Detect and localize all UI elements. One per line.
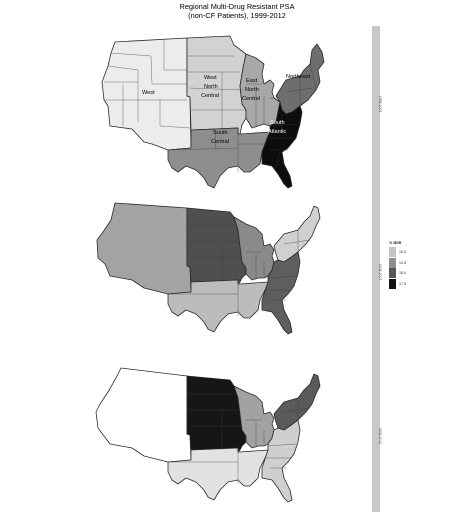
label-sa-2: Atlantic [268, 129, 287, 135]
legend: % MDR 10.0 12.5 15.0 17.5 [389, 241, 406, 289]
legend-swatch [389, 247, 396, 258]
legend-item: 12.5 [389, 257, 406, 269]
facet-strip [372, 26, 380, 512]
label-wnc-1: West [204, 75, 217, 81]
region-west [95, 367, 192, 463]
map-panel-2 [96, 202, 321, 335]
map-panel-3 [95, 367, 321, 503]
chart-title: Regional Multi-Drug Resistant PSA (non-C… [0, 2, 474, 20]
region-west [96, 202, 192, 295]
title-line-1: Regional Multi-Drug Resistant PSA [179, 2, 295, 11]
legend-label: 15.0 [399, 271, 406, 276]
period-text-1: 1999-2003 [378, 95, 383, 113]
label-enc-2: North [245, 87, 259, 93]
state-borders [104, 40, 317, 172]
label-northeast: Northeast [286, 74, 311, 80]
label-west: West [142, 90, 155, 96]
label-wnc-3: Central [201, 93, 219, 99]
label-sc-1: South [213, 130, 228, 136]
legend-label: 12.5 [399, 260, 406, 265]
period-label-3: 2008-2012 [372, 428, 382, 444]
label-sc-2: Central [211, 139, 229, 145]
region-south-atlantic [261, 251, 301, 335]
map-panel-1: West West North Central East North Centr… [101, 35, 325, 189]
period-text-3: 2008-2012 [378, 427, 383, 445]
legend-title: % MDR [389, 241, 402, 245]
legend-swatch [389, 257, 396, 268]
label-sa-1: South [270, 120, 285, 126]
region-south-central [167, 447, 269, 501]
legend-label: 10.0 [399, 250, 406, 255]
legend-item: 10.0 [389, 247, 406, 258]
region-south-central [167, 127, 271, 189]
label-enc-1: East [246, 78, 258, 84]
title-line-2: (non-CF Patients), 1999-2012 [188, 10, 286, 20]
legend-swatch [389, 268, 396, 279]
legend-swatch [389, 278, 396, 289]
label-enc-3: Central [242, 96, 260, 102]
legend-item: 17.5 [389, 278, 406, 290]
period-label-1: 1999-2003 [372, 96, 382, 112]
period-label-2: 2004-2007 [372, 264, 382, 280]
region-south-atlantic [261, 419, 301, 503]
period-text-2: 2004-2007 [378, 263, 383, 281]
legend-label: 17.5 [399, 281, 406, 286]
state-borders [168, 225, 311, 316]
region-south-central [167, 279, 269, 333]
label-wnc-2: North [204, 84, 218, 90]
legend-item: 15.0 [389, 268, 406, 279]
state-borders [168, 393, 311, 484]
